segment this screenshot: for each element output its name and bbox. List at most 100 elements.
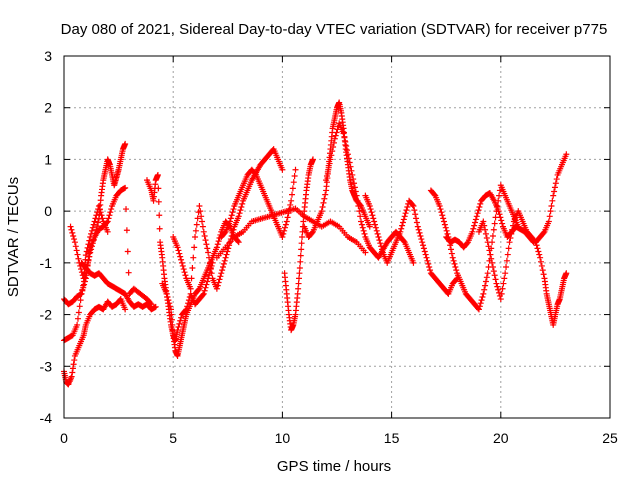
- data-point: [485, 243, 492, 250]
- data-point: [91, 218, 98, 225]
- data-point: [219, 263, 226, 270]
- data-point: [340, 130, 347, 137]
- data-point: [551, 184, 558, 191]
- data-point: [79, 287, 86, 294]
- data-point: [331, 135, 338, 142]
- data-point: [540, 229, 547, 236]
- data-point: [83, 248, 90, 255]
- series-track-14: [362, 192, 461, 297]
- data-point: [103, 219, 110, 226]
- data-point: [532, 239, 539, 246]
- data-point: [203, 241, 210, 248]
- data-point: [344, 147, 351, 154]
- data-point: [376, 237, 383, 244]
- data-point: [323, 172, 330, 179]
- data-point: [400, 238, 407, 245]
- data-point: [187, 285, 194, 292]
- data-point: [538, 262, 545, 269]
- data-point: [289, 191, 296, 198]
- data-point: [413, 219, 420, 226]
- data-point: [167, 303, 174, 310]
- data-point: [299, 234, 306, 240]
- data-point: [206, 259, 213, 266]
- data-point: [207, 265, 214, 272]
- data-point: [398, 225, 405, 232]
- data-point: [295, 285, 302, 292]
- data-point: [416, 229, 423, 236]
- data-point: [481, 222, 488, 229]
- data-point: [533, 242, 540, 249]
- data-point: [326, 160, 333, 167]
- data-point: [436, 202, 443, 209]
- data-point: [208, 270, 215, 277]
- data-point: [203, 281, 210, 288]
- data-point: [378, 243, 385, 250]
- data-point: [359, 224, 366, 231]
- data-point: [197, 208, 204, 215]
- y-tick-label: -1: [40, 255, 53, 271]
- data-point: [551, 188, 558, 195]
- data-point: [202, 237, 209, 244]
- data-point: [472, 216, 479, 223]
- data-point: [347, 163, 354, 170]
- data-point: [95, 202, 102, 209]
- chart-title: Day 080 of 2021, Sidereal Day-to-day VTE…: [61, 21, 608, 38]
- data-point: [358, 218, 365, 225]
- data-point: [503, 257, 510, 264]
- data-point: [451, 260, 458, 267]
- data-point: [185, 300, 192, 307]
- data-point: [474, 210, 481, 217]
- data-point: [427, 267, 434, 274]
- data-point: [509, 226, 516, 233]
- data-point: [156, 212, 163, 219]
- data-point: [227, 215, 234, 222]
- data-point: [496, 289, 503, 296]
- data-point: [238, 204, 245, 211]
- data-point: [441, 221, 448, 228]
- data-point: [401, 213, 408, 220]
- data-point: [411, 207, 418, 214]
- data-point: [194, 215, 201, 222]
- data-point: [400, 216, 407, 223]
- data-point: [76, 303, 83, 310]
- data-point: [199, 291, 206, 298]
- data-point: [368, 209, 375, 216]
- data-point: [375, 234, 382, 240]
- data-point: [482, 278, 489, 285]
- data-point: [154, 171, 161, 178]
- data-point: [437, 206, 444, 213]
- data-point: [332, 132, 339, 139]
- data-point: [204, 245, 211, 252]
- data-point: [104, 228, 111, 235]
- x-tick-label: 10: [275, 430, 291, 446]
- data-point: [497, 214, 504, 221]
- data-point: [496, 192, 503, 199]
- data-point: [495, 208, 502, 215]
- data-point: [78, 290, 85, 297]
- data-point: [320, 199, 327, 206]
- data-point: [105, 215, 112, 222]
- data-point: [196, 202, 203, 209]
- data-point: [550, 192, 557, 199]
- data-point: [297, 258, 304, 265]
- x-tick-label: 20: [493, 430, 509, 446]
- data-point: [98, 212, 105, 219]
- data-point: [93, 212, 100, 219]
- data-point: [318, 208, 325, 215]
- data-point: [535, 248, 542, 255]
- tick-labels: 0 5 10 15 20 25 -4 -3 -2 -1 0 1 2 3: [40, 48, 618, 446]
- data-point: [403, 207, 410, 214]
- data-point: [345, 155, 352, 162]
- data-point: [450, 257, 457, 264]
- data-point: [492, 276, 499, 283]
- data-point: [88, 227, 95, 234]
- plot-frame: [63, 55, 611, 419]
- data-point: [290, 179, 297, 186]
- data-point: [295, 275, 302, 282]
- data-point: [201, 287, 208, 294]
- data-point: [328, 152, 335, 159]
- data-point: [505, 245, 512, 252]
- data-point: [343, 142, 350, 149]
- data-point: [206, 254, 213, 261]
- data-point: [348, 167, 355, 174]
